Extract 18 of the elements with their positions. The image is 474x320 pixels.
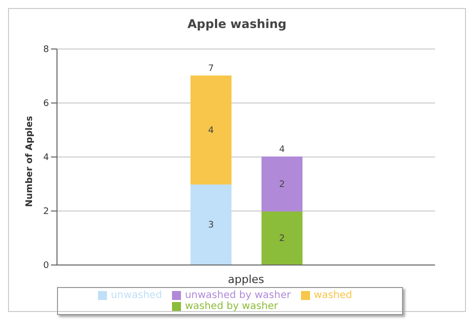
y-tick-label: 0 [43,261,50,272]
data-label: 3 [208,220,214,231]
chart-title: Apple washing [186,16,288,33]
data-label: 2 [279,234,285,244]
y-tick-label: 6 [43,99,50,110]
data-label: 2 [279,180,285,190]
y-tick-label: 4 [43,153,50,164]
legend-label: unwashed by washer [184,290,291,301]
x-axis-title: apples [228,273,264,286]
legend-label: washed [314,290,352,301]
legend-label: unwashed [110,290,162,301]
y-axis-title: Number of Apples [25,116,36,207]
y-tick-label: 8 [43,45,50,56]
y-tick-label: 2 [43,207,49,218]
total-label: 7 [208,64,214,74]
total-label: 4 [279,145,286,155]
data-label: 4 [208,126,214,136]
legend-label: washed by washer [184,301,278,312]
